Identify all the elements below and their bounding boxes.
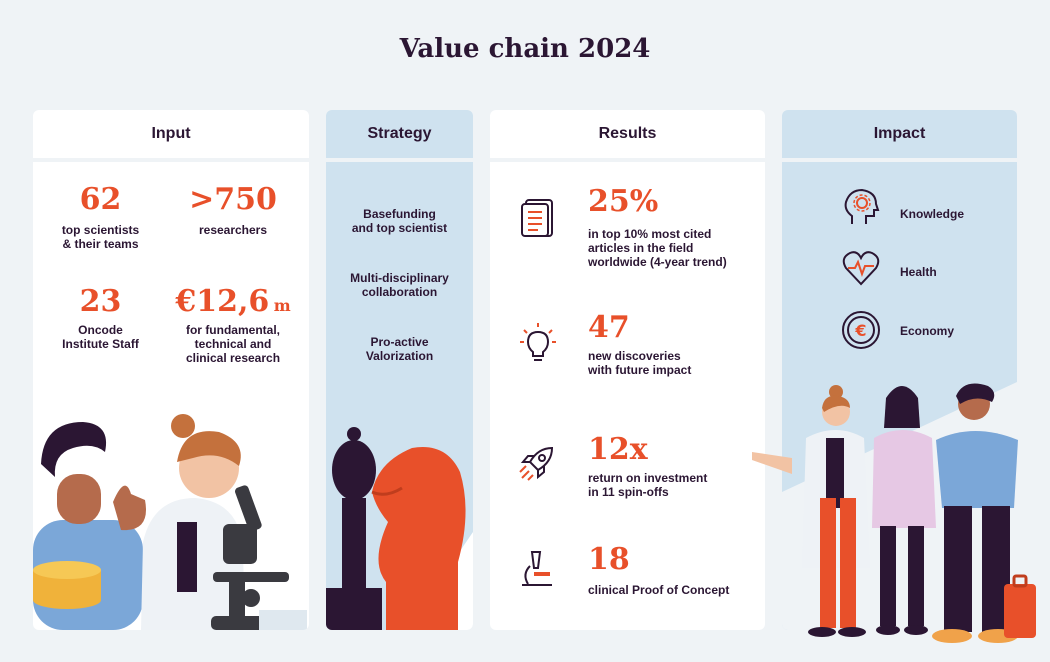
result-label: in 11 spin-offs [588,485,669,499]
heart-pulse-icon [842,251,880,286]
impact-item-knowledge: Knowledge [900,207,965,221]
input-header: Input [33,110,309,158]
results-column: Results 25% in top 10% most cited articl… [490,110,765,630]
result-item-proof-of-concept: 18 clinical Proof of Concept [588,542,763,597]
lightbulb-icon [520,323,556,361]
strategy-body: Basefunding and top scientist Multi-disc… [326,162,473,630]
stat-researchers: >750 researchers [173,182,293,237]
result-value: 47 [588,310,630,345]
result-label: return on investment [588,471,708,485]
result-value: 25% [588,184,659,219]
brain-gear-icon [844,188,880,224]
page-title: Value chain 2024 [399,34,651,64]
stat-label: Oncode [78,323,123,337]
result-label: articles in the field [588,241,694,255]
stat-value: €12,6 [175,284,270,319]
strategy-item-collaboration: Multi-disciplinary collaboration [326,271,473,299]
result-value: 12x [588,432,648,467]
strategy-item-line: Multi-disciplinary [350,271,449,285]
result-item-citations: 25% in top 10% most cited articles in th… [588,184,758,269]
strategy-item-valorization: Pro-active Valorization [326,335,473,363]
impact-item-health: Health [900,265,937,279]
euro-coin-icon: € [842,311,880,349]
stat-label: technical and [194,337,272,351]
input-body: 62 top scientists & their teams >750 res… [33,162,309,630]
impact-header: Impact [782,110,1017,158]
stat-suffix: m [273,296,291,315]
microscope-icon [522,551,552,586]
stat-label: & their teams [62,237,139,251]
strategy-item-line: and top scientist [351,221,448,235]
stat-label: Institute Staff [62,337,139,351]
rocket-icon [519,446,554,481]
stat-value: 62 [79,182,122,217]
result-value: 18 [588,542,630,577]
result-label: new discoveries [588,349,681,363]
result-label: with future impact [588,363,692,377]
result-label: in top 10% most cited [588,227,712,241]
result-item-discoveries: 47 new discoveries with future impact [588,310,758,377]
results-body: 25% in top 10% most cited articles in th… [490,162,765,630]
strategy-column: Strategy Basefunding and top scientist M… [326,110,473,630]
result-item-roi: 12x return on investment in 11 spin-offs [588,432,758,499]
stat-staff: 23 Oncode Institute Staff [43,284,158,351]
stat-value: 23 [79,284,122,319]
stat-top-scientists: 62 top scientists & their teams [43,182,158,251]
result-label: clinical Proof of Concept [588,583,730,597]
strategy-item-line: collaboration [361,285,438,299]
stat-value-wrap: €12,6 m [163,284,303,319]
document-icon [521,199,553,237]
strategy-item-line: Valorization [365,349,434,363]
impact-item-economy: Economy [900,324,955,338]
stat-label: clinical research [185,351,281,365]
stat-funding: €12,6 m for fundamental, technical and c… [163,284,303,365]
stat-value: >750 [189,182,277,217]
researchers-illustration [33,414,307,630]
svg-text:€: € [854,321,866,340]
results-header: Results [490,110,765,158]
stat-label: researchers [198,223,268,237]
result-label: worldwide (4-year trend) [588,255,727,269]
strategy-item-line: Basefunding [363,207,436,221]
stat-label: for fundamental, [185,323,280,337]
input-column: Input 62 top scientists & their teams >7… [33,110,309,630]
strategy-header: Strategy [326,110,473,158]
chess-pieces-illustration [326,427,473,630]
people-illustration [752,383,1036,643]
stat-label: top scientists [61,223,140,237]
strategy-item-basefunding: Basefunding and top scientist [326,207,473,235]
strategy-item-line: Pro-active [370,335,429,349]
